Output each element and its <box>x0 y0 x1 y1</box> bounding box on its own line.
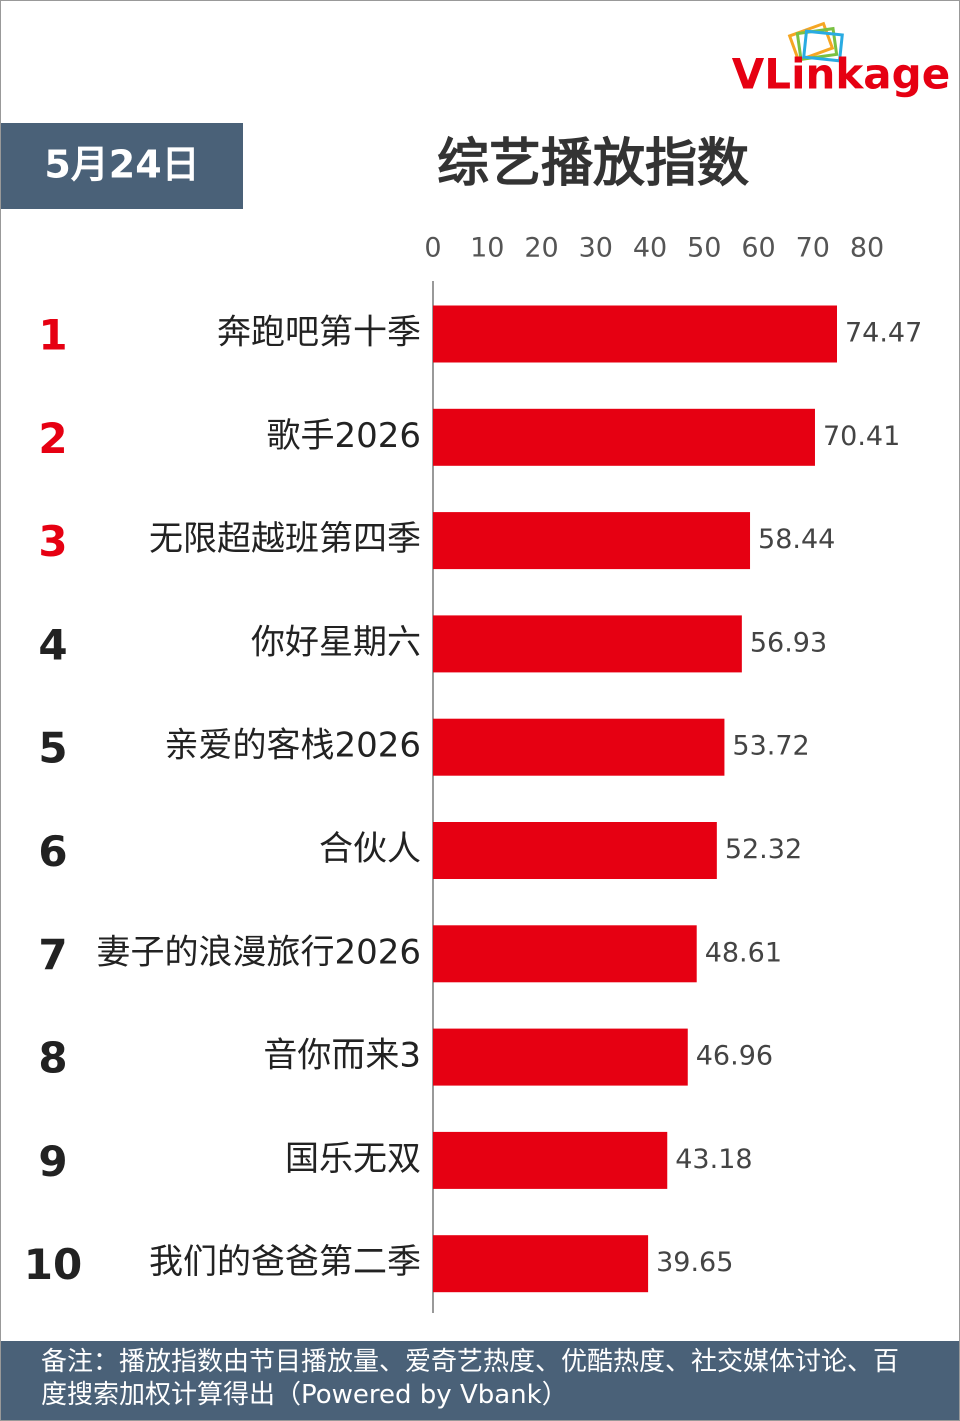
x-tick-label: 50 <box>687 233 721 264</box>
bar <box>433 512 751 570</box>
value-label: 52.32 <box>725 834 802 865</box>
category-label: 我们的爸爸第二季 <box>149 1242 421 1282</box>
chart-title: 综艺播放指数 <box>437 134 749 194</box>
bar <box>433 822 717 879</box>
x-tick-label: 0 <box>424 233 441 264</box>
rank: 7 <box>38 930 67 979</box>
bar <box>433 615 742 673</box>
category-label: 无限超越班第四季 <box>149 519 421 559</box>
value-label: 53.72 <box>732 731 809 762</box>
rank: 8 <box>38 1034 67 1083</box>
bar <box>433 1235 649 1293</box>
rank: 1 <box>38 311 67 360</box>
bar <box>433 718 725 776</box>
x-tick-label: 80 <box>850 233 884 264</box>
rank: 6 <box>38 827 67 876</box>
category-label: 音你而来3 <box>263 1036 421 1076</box>
rank: 10 <box>24 1240 82 1289</box>
bar <box>433 305 837 363</box>
x-tick-label: 40 <box>633 233 667 264</box>
category-label: 妻子的浪漫旅行2026 <box>96 932 421 972</box>
logo: VLinkage <box>732 50 950 99</box>
x-tick-label: 30 <box>579 233 613 264</box>
date: 5月24日 <box>44 143 199 187</box>
category-label: 歌手2026 <box>266 416 421 456</box>
rank: 9 <box>38 1137 67 1186</box>
chart: VLinkage 5月24日 综艺播放指数 0 10 20 30 40 50 60 70 80 1… <box>1 21 950 1313</box>
x-tick-label: 60 <box>741 233 775 264</box>
bar <box>433 1131 668 1189</box>
value-label: 46.96 <box>696 1041 773 1072</box>
date-box <box>1 123 243 209</box>
bar <box>433 925 697 983</box>
x-tick-label: 70 <box>796 233 830 264</box>
rank: 3 <box>38 517 67 566</box>
category-label: 亲爱的客栈2026 <box>164 726 421 766</box>
rank: 4 <box>38 620 67 669</box>
x-tick-label: 20 <box>524 233 558 264</box>
value-label: 56.93 <box>750 627 827 658</box>
bar <box>433 1028 688 1086</box>
value-label: 70.41 <box>823 421 900 452</box>
category-label: 国乐无双 <box>285 1139 421 1179</box>
category-label: 合伙人 <box>319 829 421 869</box>
category-label: 你好星期六 <box>251 622 421 662</box>
note: 备注：播放指数由节目播放量、爱奇艺热度、优酷热度、社交媒体讨论、百度搜索加权计算… <box>1 1341 959 1420</box>
value-label: 74.47 <box>845 318 922 349</box>
value-label: 58.44 <box>758 524 835 555</box>
rank: 2 <box>38 414 67 463</box>
value-label: 48.61 <box>705 937 782 968</box>
bar <box>433 408 815 466</box>
value-label: 43.18 <box>675 1144 752 1175</box>
x-tick-label: 10 <box>470 233 504 264</box>
category-label: 奔跑吧第十季 <box>217 313 421 353</box>
logo-icon <box>787 21 844 63</box>
value-label: 39.65 <box>656 1247 733 1278</box>
rank: 5 <box>38 724 67 773</box>
